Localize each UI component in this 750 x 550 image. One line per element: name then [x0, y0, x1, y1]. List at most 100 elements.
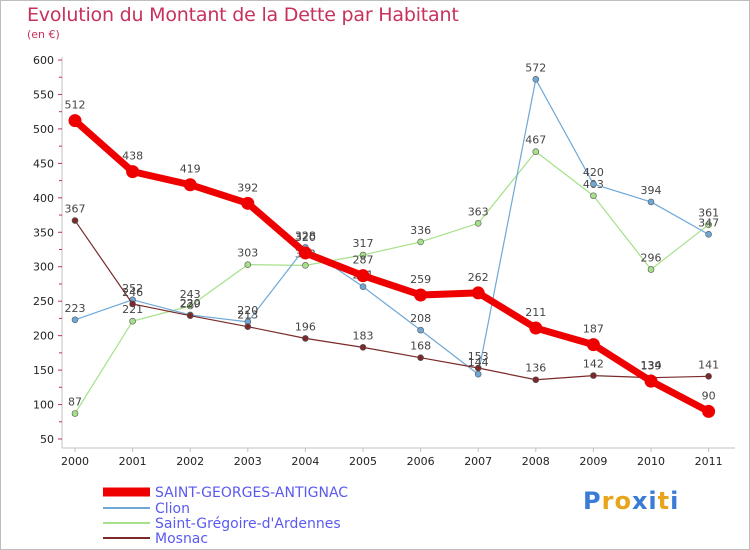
data-label: 467: [525, 134, 546, 147]
data-point: [129, 300, 136, 308]
data-point: [702, 404, 716, 418]
logo-letter: i: [648, 487, 658, 515]
x-tick-label: 2003: [234, 455, 262, 468]
data-label: 223: [65, 302, 86, 315]
data-point: [183, 178, 197, 192]
data-label: 392: [237, 181, 258, 194]
data-point: [590, 192, 597, 200]
data-point: [417, 354, 424, 361]
data-point: [705, 221, 712, 228]
y-tick-label: 300: [33, 261, 54, 274]
data-point: [705, 231, 712, 238]
data-point: [359, 283, 367, 291]
logo-letter: o: [614, 487, 632, 515]
data-label: 229: [180, 298, 201, 311]
data-point: [244, 261, 252, 268]
data-label: 419: [180, 163, 201, 176]
x-tick-label: 2007: [464, 455, 492, 468]
data-point: [241, 196, 255, 210]
data-label: 296: [641, 251, 662, 264]
x-tick-label: 2009: [579, 455, 607, 468]
x-tick-label: 2004: [291, 455, 319, 468]
data-label: 572: [525, 61, 546, 74]
data-point: [590, 180, 597, 188]
data-label: 317: [353, 237, 374, 250]
data-point: [471, 286, 485, 300]
data-point: [68, 114, 82, 128]
logo-letter: r: [601, 487, 615, 515]
data-label: 367: [65, 203, 86, 216]
data-label: 252: [122, 282, 143, 295]
series-line-2: [74, 151, 710, 415]
data-label: 336: [410, 224, 431, 237]
series-line-3: [74, 219, 710, 381]
data-label: 361: [698, 207, 719, 220]
y-tick-label: 450: [33, 157, 54, 170]
data-point: [302, 262, 309, 269]
legend-label: Mosnac: [155, 531, 208, 547]
data-point: [644, 374, 658, 388]
data-point: [590, 372, 597, 379]
data-label: 183: [353, 329, 374, 342]
data-label: 213: [237, 309, 258, 322]
data-point: [414, 288, 428, 302]
x-tick-label: 2005: [349, 455, 377, 468]
data-label: 438: [122, 150, 143, 163]
logo-letter: P: [583, 487, 602, 515]
data-point: [529, 321, 543, 335]
legend-label: Clion: [155, 501, 190, 517]
data-point: [186, 302, 194, 310]
legend-label: SAINT-GEORGES-ANTIGNAC: [155, 485, 348, 501]
logo-letter: i: [670, 487, 680, 515]
data-point: [647, 198, 655, 206]
data-point: [417, 238, 424, 246]
data-label: 259: [410, 273, 431, 286]
data-point: [647, 266, 655, 273]
y-tick-label: 350: [33, 226, 54, 239]
data-point: [186, 312, 194, 319]
data-label: 394: [641, 184, 662, 197]
data-label: 221: [122, 303, 143, 316]
data-point: [705, 372, 712, 380]
series-line-1: [74, 78, 710, 375]
y-unit-label: (en €): [27, 28, 60, 41]
logo-letter: x: [631, 487, 649, 515]
data-label: 512: [65, 99, 86, 112]
data-label: 187: [583, 323, 604, 336]
data-label: 246: [122, 286, 143, 299]
data-label: 142: [583, 358, 604, 371]
data-label: 420: [583, 166, 604, 179]
y-tick-label: 100: [33, 399, 54, 412]
data-label: 139: [641, 360, 662, 373]
data-label: 363: [468, 205, 489, 218]
data-point: [298, 246, 312, 260]
data-label: 328: [295, 229, 316, 242]
y-tick-label: 600: [33, 54, 54, 67]
data-point: [356, 269, 370, 283]
data-label: 208: [410, 312, 431, 325]
data-label: 141: [698, 358, 719, 371]
data-point: [302, 335, 309, 342]
data-point: [71, 316, 79, 324]
data-label: 320: [295, 231, 316, 244]
data-point: [129, 317, 136, 325]
data-point: [474, 220, 482, 227]
data-label: 136: [525, 362, 546, 375]
y-tick-label: 150: [33, 364, 54, 377]
data-point: [126, 165, 140, 179]
x-tick-label: 2008: [522, 455, 550, 468]
data-label: 347: [698, 216, 719, 229]
y-tick-label: 400: [33, 192, 54, 205]
y-tick-label: 550: [33, 88, 54, 101]
data-label: 220: [237, 304, 258, 317]
data-point: [586, 338, 600, 352]
data-label: 211: [525, 306, 546, 319]
data-point: [244, 323, 252, 330]
data-label: 134: [641, 359, 662, 372]
x-tick-label: 2000: [61, 455, 89, 468]
data-point: [359, 344, 367, 351]
data-point: [474, 370, 482, 378]
data-label: 168: [410, 340, 431, 353]
